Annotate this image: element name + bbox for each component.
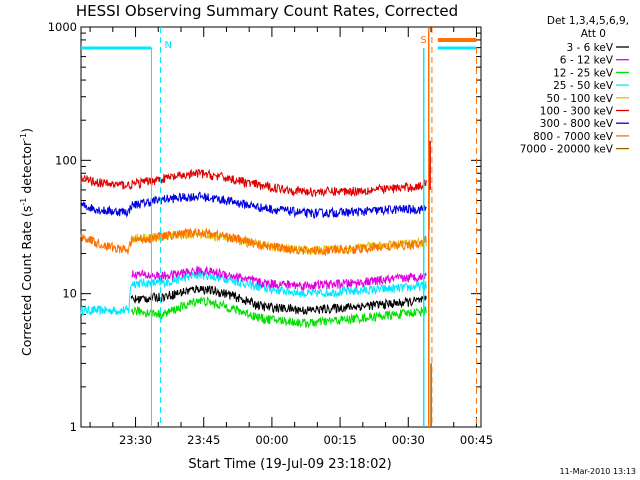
series-line-3-6-kev	[130, 285, 427, 315]
y-tick-label: 100	[55, 153, 77, 167]
legend-label-25-50-kev: 25 - 50 keV	[553, 80, 614, 92]
legend-label-800-7000-kev: 800 - 7000 keV	[533, 131, 614, 143]
legend-label-100-300-kev: 100 - 300 keV	[540, 106, 614, 118]
legend-label-7000-20000-kev: 7000 - 20000 keV	[520, 144, 614, 156]
series-line-12-25-kev	[130, 296, 427, 329]
legend-label-50-100-kev: 50 - 100 keV	[546, 93, 613, 105]
y-axis-label: Corrected Count Rate (s-1 detector-1)	[19, 128, 34, 356]
legend-label-3-6-kev: 3 - 6 keV	[566, 42, 613, 54]
series-group	[80, 140, 432, 427]
series-line-100-300-kev	[80, 168, 427, 198]
y-tick-label: 10	[62, 287, 77, 301]
y-axis-label-sup-1: -1	[19, 198, 28, 206]
x-tick-label: 00:30	[392, 433, 425, 447]
plot-frame	[80, 26, 482, 428]
legend-header-attenuator: Att 0	[581, 28, 606, 40]
y-axis-label-part-mid: detector	[19, 140, 34, 198]
x-tick-label: 23:45	[187, 433, 220, 447]
x-tick-label: 00:00	[255, 433, 288, 447]
plot-frame-group	[80, 26, 482, 428]
series-line-25-50-kev	[80, 270, 427, 316]
series-line-300-800-kev	[80, 191, 427, 219]
series-line-800-7000-kev	[80, 227, 427, 257]
x-tick-label: 00:45	[460, 433, 493, 447]
y-tick-label: 1000	[48, 20, 77, 34]
legend-header-detectors: Det 1,3,4,5,6,9,	[547, 15, 629, 27]
chart-title: HESSI Observing Summary Count Rates, Cor…	[76, 2, 458, 20]
s-marker-label: S	[420, 35, 426, 46]
n-marker-label: N	[165, 40, 172, 51]
y-axis-label-sup-2: -1	[19, 133, 28, 141]
x-axis-label: Start Time (19-Jul-09 23:18:02)	[188, 457, 391, 472]
y-axis-label-part-end: )	[19, 128, 34, 133]
legend-label-300-800-kev: 300 - 800 keV	[540, 118, 614, 130]
x-tick-label: 23:30	[119, 433, 152, 447]
y-axis-label-part-main: Corrected Count Rate (s	[19, 206, 34, 356]
legend-label-6-12-kev: 6 - 12 keV	[560, 55, 614, 67]
y-tick-label: 1	[70, 420, 77, 434]
x-tick-label: 00:15	[324, 433, 357, 447]
series-line-50-100-kev	[130, 228, 427, 256]
series-line-6-12-kev	[131, 265, 427, 291]
generation-timestamp: 11-Mar-2010 13:13	[560, 467, 637, 476]
tick-label-group: 1 10 100 1000 23:30 23:45 00:00 00:15 00:30 00:45	[48, 20, 493, 447]
legend-label-12-25-kev: 12 - 25 keV	[553, 67, 614, 79]
tick-group	[81, 26, 481, 428]
